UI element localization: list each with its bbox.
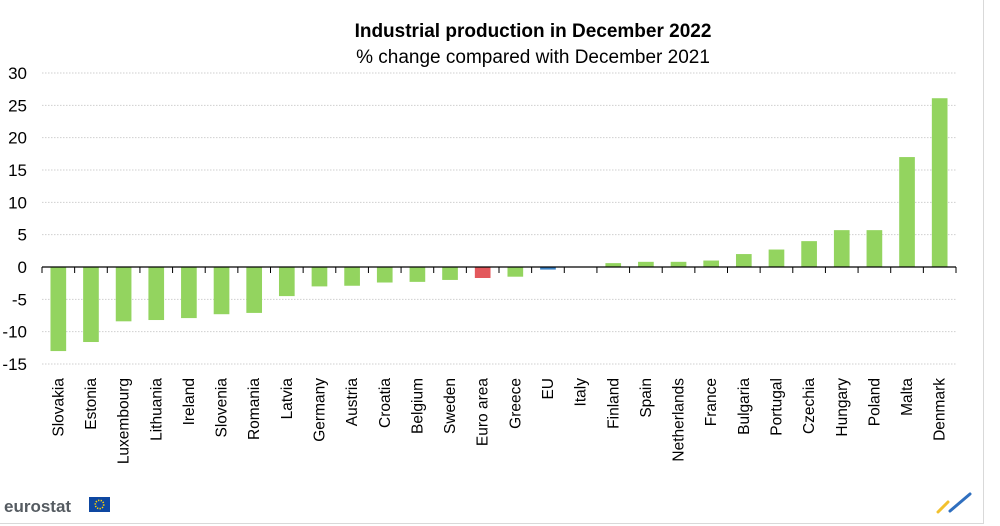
bar-slovenia — [213, 267, 230, 315]
eu-flag-icon — [89, 497, 110, 512]
x-tick-label: Spain — [638, 378, 655, 418]
y-tick-label: 30 — [8, 64, 27, 83]
bar-luxembourg — [115, 267, 132, 322]
bar-finland — [605, 263, 622, 267]
bar-netherlands — [670, 261, 687, 267]
y-tick-label: 20 — [8, 129, 27, 148]
bar-poland — [866, 230, 883, 267]
bar-bulgaria — [735, 254, 752, 267]
x-tick-label: Sweden — [442, 378, 459, 434]
bar-germany — [311, 267, 328, 287]
bar-estonia — [83, 267, 99, 343]
x-tick-label: Malta — [899, 378, 916, 416]
x-tick-label: Bulgaria — [736, 378, 753, 435]
x-tick-label: Czechia — [801, 378, 818, 434]
y-tick-label: 10 — [8, 193, 27, 212]
x-tick-label: Italy — [573, 378, 590, 407]
x-tick-label: Poland — [866, 378, 883, 426]
x-tick-label: Ireland — [181, 378, 198, 425]
y-tick-label: 0 — [18, 258, 27, 277]
bar-denmark — [931, 98, 948, 267]
bar-latvia — [278, 267, 295, 297]
bar-romania — [246, 267, 263, 313]
x-tick-label: Austria — [344, 378, 361, 427]
bar-euro-area — [474, 267, 491, 278]
x-tick-label: Finland — [605, 378, 622, 429]
x-tick-label: France — [703, 378, 720, 426]
x-tick-label: Romania — [246, 378, 263, 440]
bar-belgium — [409, 267, 426, 282]
bar-portugal — [768, 249, 785, 267]
y-tick-label: -5 — [12, 290, 27, 309]
x-tick-label: Greece — [507, 378, 524, 429]
chart-subtitle: % change compared with December 2021 — [356, 47, 710, 68]
bar-spain — [638, 261, 654, 267]
bar-hungary — [833, 230, 850, 267]
bars — [50, 98, 948, 352]
bar-eu — [540, 267, 556, 270]
x-tick-label: Luxembourg — [116, 378, 133, 464]
y-tick-label: 25 — [8, 96, 27, 115]
x-tick-label: Denmark — [932, 378, 949, 441]
y-axis: 30 25 20 15 10 5 0 -5 -10 -15 — [2, 64, 27, 374]
bar-ireland — [181, 267, 197, 319]
x-tick-label: Latvia — [279, 378, 296, 420]
chart-title: Industrial production in December 2022 — [355, 21, 712, 42]
corner-mark-icon — [936, 492, 972, 514]
x-tick-label: Euro area — [475, 378, 492, 446]
eu-stars-icon — [94, 499, 105, 510]
x-tick-label: Netherlands — [671, 378, 688, 462]
y-tick-label: -10 — [2, 323, 27, 342]
x-tick-label: Estonia — [83, 378, 100, 430]
x-tick-label: EU — [540, 378, 557, 400]
bar-sweden — [442, 267, 458, 280]
x-tick-label: Germany — [311, 378, 328, 442]
x-axis: Slovakia Estonia Luxembourg Lithuania Irelan… — [41, 267, 957, 464]
x-tick-label: Belgium — [409, 378, 426, 434]
x-tick-label: Slovakia — [50, 378, 67, 437]
y-tick-label: -15 — [2, 355, 27, 374]
y-tick-label: 15 — [8, 161, 27, 180]
bar-france — [703, 260, 720, 267]
y-tick-label: 5 — [18, 226, 27, 245]
bar-lithuania — [148, 267, 165, 321]
x-tick-label: Croatia — [377, 378, 394, 428]
bar-greece — [507, 267, 524, 277]
x-tick-label: Hungary — [834, 378, 851, 437]
brand-name: eurostat — [4, 497, 71, 516]
x-tick-label: Lithuania — [148, 378, 165, 441]
bar-austria — [344, 267, 360, 286]
x-tick-label: Portugal — [768, 378, 785, 436]
bar-croatia — [376, 267, 393, 283]
eurostat-logo: eurostat — [4, 497, 110, 516]
x-tick-label: Slovenia — [214, 378, 231, 438]
bar-slovakia — [50, 267, 67, 352]
gridlines — [42, 72, 956, 365]
bar-malta — [899, 157, 915, 267]
bar-czechia — [801, 241, 817, 267]
